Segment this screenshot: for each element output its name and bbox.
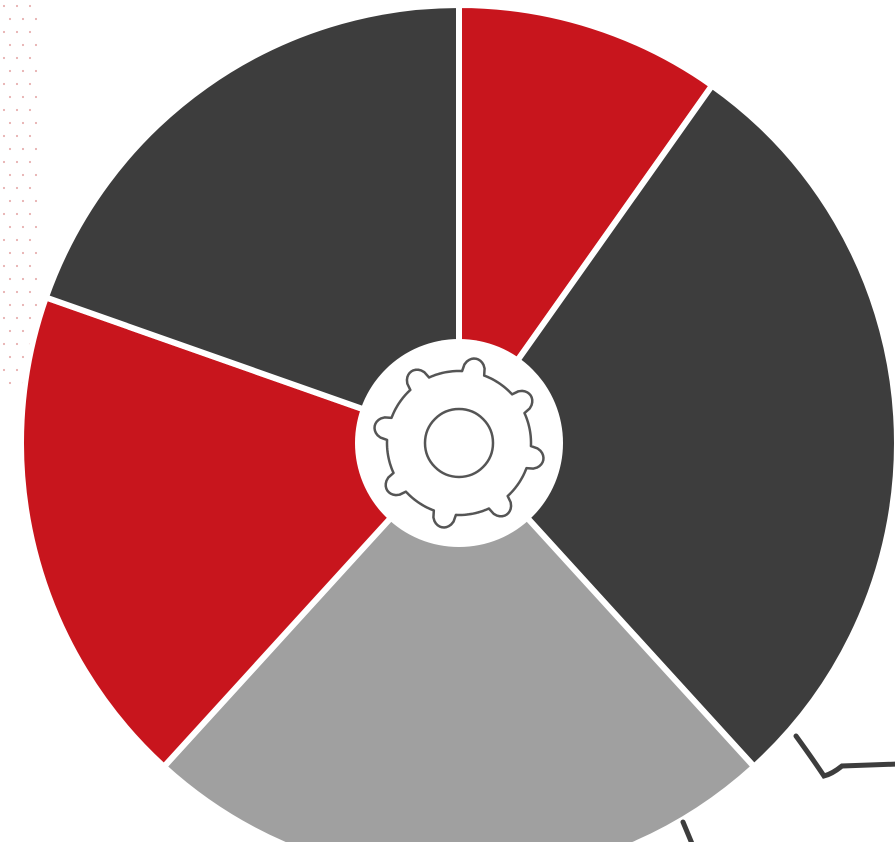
pattern-dot (8, 69, 12, 73)
pattern-dot (15, 160, 19, 164)
dot-pattern-decoration (2, 4, 38, 385)
cloud-outline-decoration (680, 733, 895, 842)
pattern-dot (8, 17, 12, 21)
pattern-dot (15, 82, 19, 86)
pattern-dot (21, 147, 25, 151)
pattern-dot (8, 381, 12, 385)
pattern-dot (15, 186, 19, 190)
pattern-dot (34, 43, 38, 47)
pattern-dot (21, 329, 25, 333)
pattern-dot (21, 69, 25, 73)
pattern-dot (21, 17, 25, 21)
pattern-dot (34, 17, 38, 21)
pie-slice-4 (18, 294, 462, 770)
pattern-dot (8, 199, 12, 203)
pattern-dot (2, 316, 6, 320)
pattern-dot (2, 212, 6, 216)
pattern-dot (2, 56, 6, 60)
pattern-dot (2, 108, 6, 112)
pattern-dot (28, 160, 32, 164)
pattern-dot (21, 277, 25, 281)
pattern-dot (34, 225, 38, 229)
pattern-dot (21, 173, 25, 177)
pattern-dot (15, 238, 19, 242)
gear-center-hole (423, 407, 495, 479)
pattern-dot (34, 121, 38, 125)
pie-slices (18, 2, 895, 842)
pattern-dot (15, 316, 19, 320)
pattern-dot (34, 303, 38, 307)
pattern-dot (28, 30, 32, 34)
pattern-dot (34, 69, 38, 73)
pattern-dot (21, 251, 25, 255)
pie-slice-5 (42, 2, 462, 446)
pattern-dot (34, 199, 38, 203)
pattern-dot (8, 121, 12, 125)
pattern-dot (15, 264, 19, 268)
pattern-dot (28, 264, 32, 268)
pattern-dot (8, 251, 12, 255)
pie-slice-2 (456, 82, 895, 770)
pattern-dot (2, 368, 6, 372)
pattern-dot (21, 43, 25, 47)
center-hub (355, 339, 563, 547)
pattern-dot (8, 303, 12, 307)
pattern-dot (28, 212, 32, 216)
pattern-dot (28, 82, 32, 86)
pattern-dot (28, 316, 32, 320)
pattern-dot (15, 342, 19, 346)
pattern-dot (28, 56, 32, 60)
pattern-dot (8, 225, 12, 229)
pattern-dot (8, 43, 12, 47)
pattern-dot (2, 186, 6, 190)
pattern-dot (2, 82, 6, 86)
pattern-dot (8, 173, 12, 177)
pattern-dot (28, 238, 32, 242)
pattern-dot (2, 342, 6, 346)
pattern-dot (34, 277, 38, 281)
pattern-dot (15, 290, 19, 294)
pattern-dot (2, 30, 6, 34)
pattern-dot (15, 108, 19, 112)
pattern-dot (21, 199, 25, 203)
pattern-dot (2, 134, 6, 138)
pattern-dot (15, 134, 19, 138)
pattern-dot (28, 290, 32, 294)
pattern-dot (2, 160, 6, 164)
pattern-dot (15, 368, 19, 372)
pattern-dot (28, 186, 32, 190)
pattern-dot (21, 95, 25, 99)
pattern-dot (8, 277, 12, 281)
pattern-dot (34, 95, 38, 99)
pattern-dot (21, 121, 25, 125)
pattern-dot (2, 4, 6, 8)
pattern-dot (2, 290, 6, 294)
pattern-dot (2, 264, 6, 268)
pattern-dot (8, 147, 12, 151)
pattern-dot (34, 173, 38, 177)
pattern-dot (21, 303, 25, 307)
pattern-dot (15, 212, 19, 216)
pattern-dot (15, 56, 19, 60)
pattern-dot (15, 30, 19, 34)
pattern-dot (21, 225, 25, 229)
pattern-dot (2, 238, 6, 242)
pattern-dot (28, 108, 32, 112)
pattern-dot (34, 251, 38, 255)
pie-slice-1 (456, 2, 716, 446)
pattern-dot (8, 355, 12, 359)
pattern-dot (34, 147, 38, 151)
pattern-dot (28, 4, 32, 8)
pattern-dot (8, 95, 12, 99)
pattern-dot (15, 4, 19, 8)
pattern-dot (21, 355, 25, 359)
pie-slice-3 (160, 440, 758, 842)
pattern-dot (8, 329, 12, 333)
pattern-dot (28, 134, 32, 138)
